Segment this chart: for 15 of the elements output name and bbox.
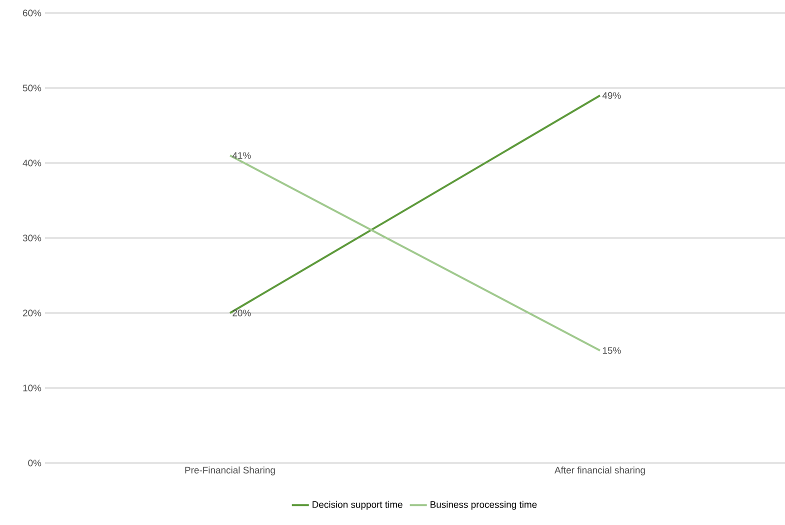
y-tick-label: 30%	[22, 234, 42, 242]
y-tick-label: 50%	[22, 84, 42, 92]
y-tick-label: 20%	[23, 310, 42, 316]
legend-label: Business processing time	[430, 500, 537, 510]
data-label: 15%	[602, 347, 621, 354]
data-label: 20%	[232, 310, 251, 316]
x-tick-label: After financial sharing	[554, 466, 645, 476]
y-tick-label: 10%	[23, 384, 42, 392]
data-label: 41%	[232, 152, 251, 159]
y-tick-label: 60%	[23, 10, 42, 16]
y-tick-label: 40%	[22, 160, 42, 166]
legend-label: Decision support time	[312, 500, 402, 510]
y-tick-label: 0%	[28, 460, 42, 466]
x-tick-label: Pre-Financial Sharing	[185, 466, 275, 476]
data-label: 49%	[602, 92, 621, 99]
